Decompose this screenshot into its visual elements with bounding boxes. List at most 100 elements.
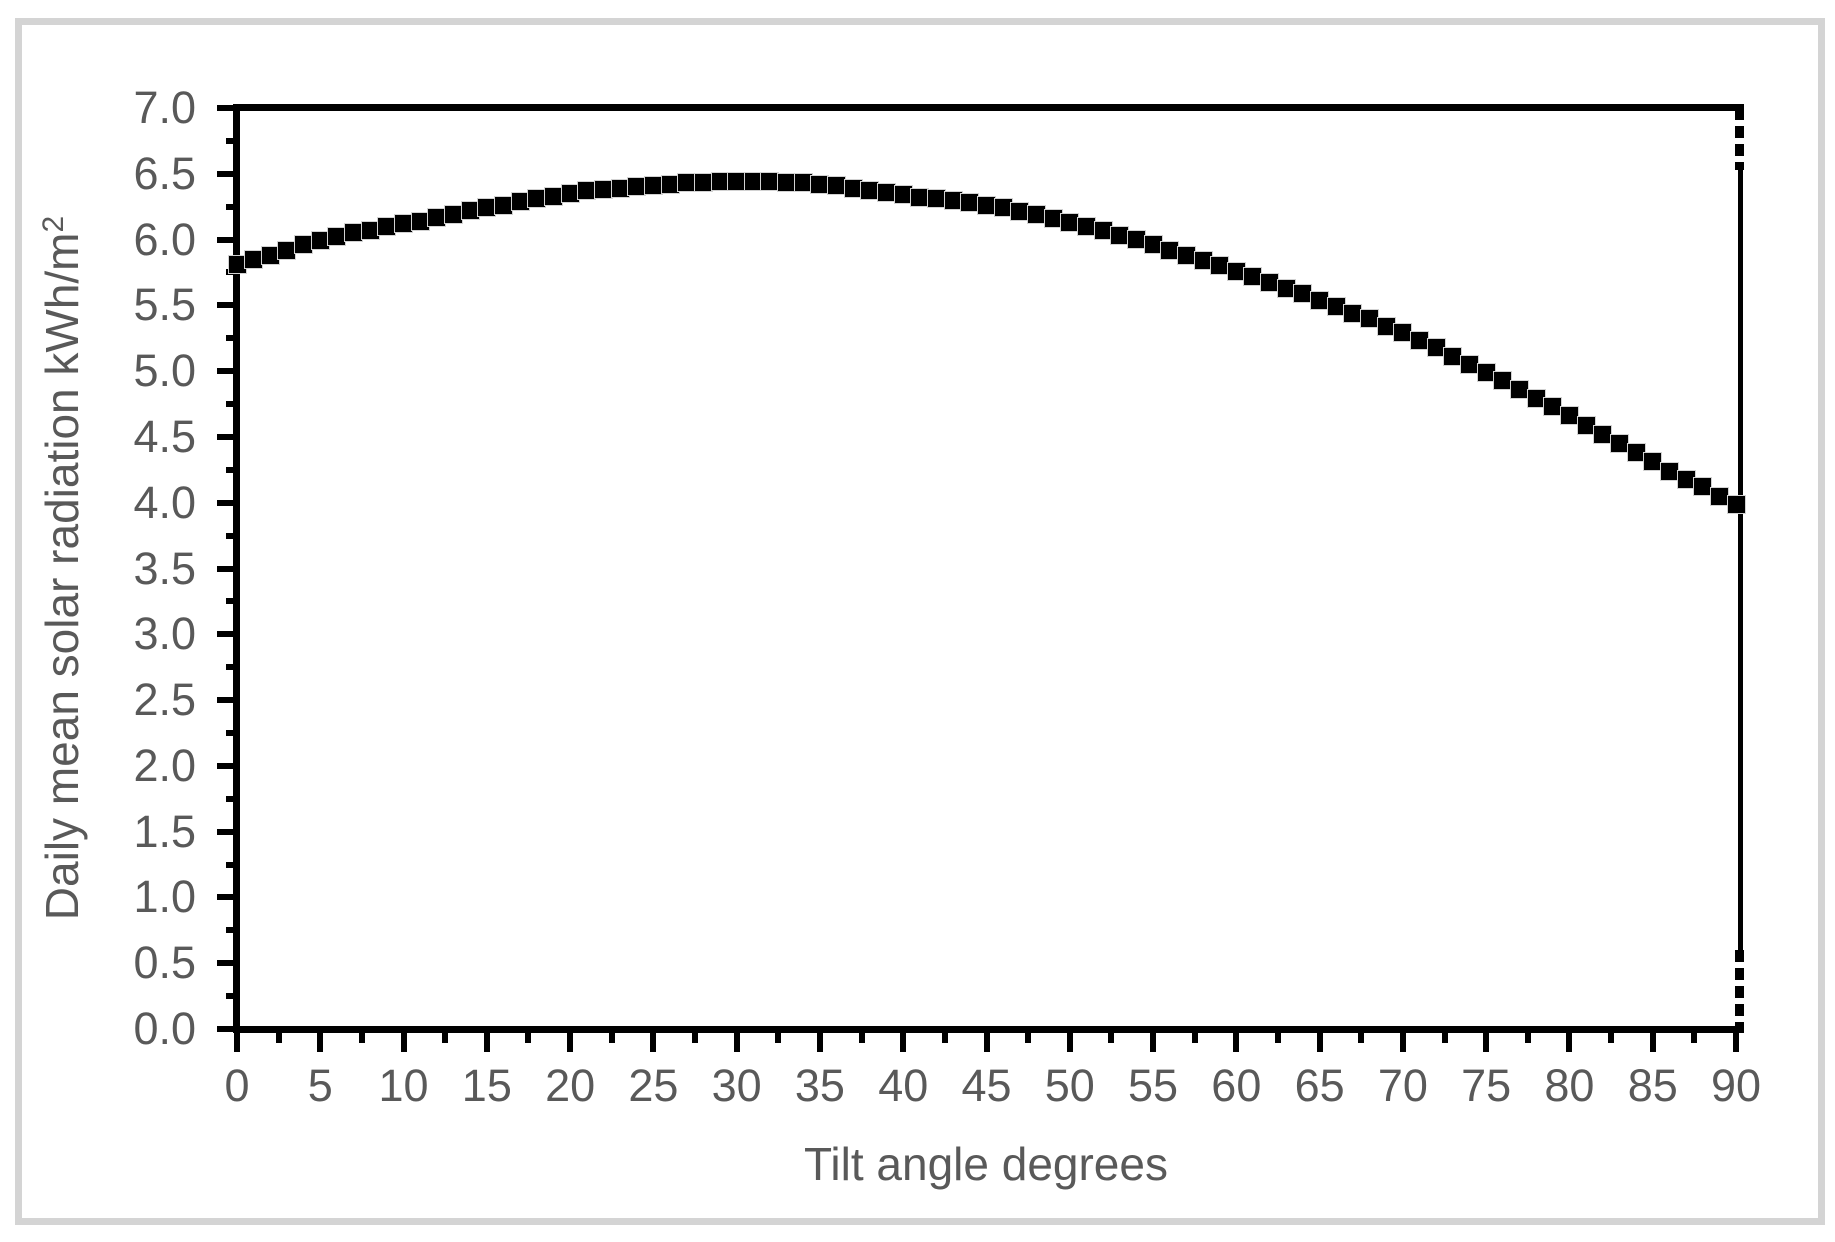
x-major-tick bbox=[816, 1031, 823, 1052]
data-point-marker bbox=[561, 185, 579, 203]
data-point-marker bbox=[661, 175, 679, 193]
y-minor-tick bbox=[226, 466, 240, 473]
data-point-marker bbox=[1610, 435, 1628, 452]
data-point-marker bbox=[411, 212, 429, 230]
x-major-tick bbox=[983, 1031, 990, 1052]
data-point-marker bbox=[1377, 317, 1395, 335]
x-minor-tick bbox=[1608, 1031, 1615, 1043]
x-major-tick bbox=[234, 1031, 240, 1052]
x-minor-tick bbox=[858, 1031, 865, 1043]
y-minor-tick bbox=[226, 927, 240, 934]
y-tick-label: 3.5 bbox=[133, 542, 196, 594]
x-minor-tick bbox=[941, 1031, 948, 1043]
data-point-marker bbox=[1294, 285, 1312, 303]
data-point-marker bbox=[611, 179, 629, 197]
data-point-marker bbox=[1077, 217, 1095, 235]
y-major-tick bbox=[217, 236, 240, 243]
data-point-marker bbox=[445, 206, 463, 224]
data-point-marker bbox=[1311, 291, 1329, 309]
y-major-tick bbox=[217, 105, 240, 111]
data-point-marker bbox=[378, 217, 396, 235]
x-tick-label: 5 bbox=[307, 1060, 333, 1111]
data-point-marker bbox=[1261, 274, 1279, 292]
plot-border-right bbox=[1738, 104, 1743, 1033]
y-tick-label: 2.5 bbox=[133, 674, 196, 726]
x-tick-label: 80 bbox=[1544, 1060, 1595, 1111]
x-minor-tick bbox=[1358, 1031, 1365, 1043]
y-minor-tick bbox=[226, 335, 240, 342]
data-point-marker bbox=[594, 181, 612, 199]
data-point-marker bbox=[744, 173, 762, 191]
data-point-marker bbox=[1327, 298, 1345, 316]
x-tick-label: 0 bbox=[224, 1060, 250, 1111]
y-major-tick bbox=[217, 828, 240, 835]
x-tick-label: 75 bbox=[1461, 1060, 1512, 1111]
data-point-marker bbox=[1510, 381, 1528, 399]
y-major-tick bbox=[217, 960, 240, 967]
y-major-tick bbox=[217, 170, 240, 177]
data-point-marker bbox=[544, 187, 562, 205]
y-major-tick bbox=[217, 697, 240, 704]
x-minor-tick bbox=[1691, 1031, 1698, 1043]
data-point-marker bbox=[911, 188, 929, 206]
data-point-marker bbox=[961, 194, 979, 212]
data-point-marker bbox=[578, 182, 596, 200]
data-point-marker bbox=[395, 215, 413, 233]
data-point-marker bbox=[761, 173, 779, 191]
x-minor-tick bbox=[358, 1031, 365, 1043]
y-minor-tick bbox=[226, 401, 240, 408]
x-minor-tick bbox=[775, 1031, 782, 1043]
data-point-marker bbox=[1560, 407, 1578, 425]
y-minor-tick bbox=[226, 203, 240, 210]
x-major-tick bbox=[483, 1031, 490, 1052]
y-minor-tick bbox=[226, 795, 240, 802]
data-point-marker bbox=[228, 256, 246, 274]
x-major-tick bbox=[1483, 1031, 1490, 1052]
x-minor-tick bbox=[608, 1031, 615, 1043]
y-tick-label: 5.0 bbox=[133, 345, 196, 397]
data-point-marker bbox=[1244, 267, 1262, 285]
data-point-marker bbox=[711, 173, 729, 191]
y-minor-tick bbox=[226, 137, 240, 144]
x-major-tick bbox=[1566, 1031, 1573, 1052]
data-point-marker bbox=[311, 232, 329, 250]
data-point-marker bbox=[994, 199, 1012, 217]
y-minor-tick bbox=[226, 729, 240, 736]
data-point-marker bbox=[428, 208, 446, 226]
x-tick-label: 50 bbox=[1044, 1060, 1095, 1111]
data-point-marker bbox=[345, 224, 363, 242]
y-tick-label: 6.5 bbox=[133, 147, 196, 199]
x-major-tick bbox=[1649, 1031, 1656, 1052]
y-axis-title-text: Daily mean solar radiation kWh/m bbox=[36, 232, 88, 921]
x-minor-tick bbox=[1524, 1031, 1531, 1043]
data-point-marker bbox=[978, 196, 995, 214]
y-minor-tick bbox=[226, 664, 240, 671]
data-point-marker bbox=[694, 174, 712, 192]
y-axis-title: Daily mean solar radiation kWh/m2 bbox=[35, 216, 89, 920]
data-point-marker bbox=[1527, 390, 1545, 408]
data-point-marker bbox=[1461, 356, 1478, 374]
y-tick-label: 4.0 bbox=[133, 476, 196, 528]
data-point-marker bbox=[728, 173, 746, 191]
data-point-marker bbox=[778, 174, 796, 192]
data-point-marker bbox=[461, 202, 479, 220]
data-point-marker bbox=[1194, 252, 1212, 270]
y-major-tick bbox=[217, 762, 240, 769]
data-point-marker bbox=[1494, 371, 1512, 389]
y-tick-label: 1.5 bbox=[133, 805, 196, 857]
x-major-tick bbox=[1399, 1031, 1406, 1052]
data-point-marker bbox=[878, 183, 896, 201]
x-minor-tick bbox=[692, 1031, 699, 1043]
x-tick-label: 45 bbox=[961, 1060, 1012, 1111]
data-point-marker bbox=[628, 178, 646, 196]
x-minor-tick bbox=[1441, 1031, 1448, 1043]
right-axis-tick-strip-top bbox=[1735, 108, 1744, 170]
x-minor-tick bbox=[1191, 1031, 1198, 1043]
data-point-marker bbox=[1477, 363, 1495, 381]
x-tick-label: 30 bbox=[711, 1060, 762, 1111]
x-tick-label: 60 bbox=[1211, 1060, 1262, 1111]
x-tick-label: 55 bbox=[1128, 1060, 1179, 1111]
data-point-marker bbox=[1011, 203, 1029, 221]
data-point-marker bbox=[1577, 416, 1595, 434]
